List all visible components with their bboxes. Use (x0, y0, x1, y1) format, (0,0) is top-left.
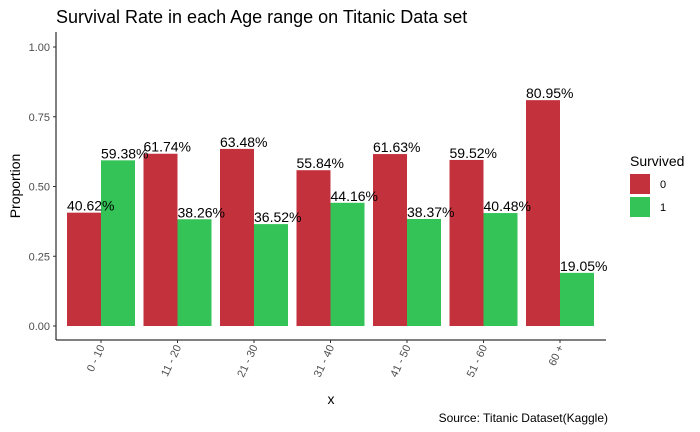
bar-survived-0-2 (143, 153, 178, 326)
bar-label-survived-0-5: 61.63% (373, 139, 420, 155)
bar-label-survived-0-2: 61.74% (144, 139, 191, 155)
chart-title: Survival Rate in each Age range on Titan… (56, 7, 467, 27)
bar-label-survived-0-3: 63.48% (220, 134, 267, 150)
y-tick-label: 0.50 (29, 182, 50, 194)
bar-label-survived-1-5: 38.37% (407, 204, 454, 220)
bar-label-survived-1-1: 59.38% (101, 145, 148, 161)
chart-caption: Source: Titanic Dataset(Kaggle) (439, 411, 608, 425)
bar-survived-1-4 (330, 202, 365, 326)
bar-survived-0-6 (449, 159, 484, 326)
x-axis-ticks: 0 - 10 11 - 20 21 - 30 31 - 40 41 - 50 51 - 6… (85, 340, 567, 379)
bar-label-survived-1-4: 44.16% (331, 188, 378, 204)
bar-label-survived-0-4: 55.84% (297, 155, 344, 171)
y-tick-label: 0.25 (29, 251, 50, 263)
legend-swatch-0 (630, 174, 650, 194)
legend: Survived 01 (630, 153, 684, 217)
bars (67, 100, 594, 326)
y-tick-label: 0.75 (29, 112, 50, 124)
bar-survived-1-6 (483, 213, 518, 326)
x-tick-label: 11 - 20 (159, 343, 184, 378)
plot-area: 40.62% 59.38%61.74% 38.26% 63.48% 36.52% 55.8… (29, 32, 607, 379)
bar-labels: 40.62% 59.38%61.74% 38.26% 63.48% 36.52% 55.8… (67, 85, 607, 274)
bar-survived-1-1 (101, 160, 135, 326)
bar-label-survived-1-7: 19.05% (560, 258, 607, 274)
x-tick-label: 0 - 10 (85, 343, 108, 374)
legend-swatch-1 (630, 197, 650, 217)
bar-survived-1-7 (560, 272, 594, 326)
bar-label-survived-1-3: 36.52% (254, 209, 301, 225)
bar-label-survived-1-6: 40.48% (484, 198, 531, 214)
y-tick-label: 1.00 (29, 42, 50, 54)
x-tick-label: 41 - 50 (388, 343, 413, 379)
x-tick-label: 21 - 30 (235, 343, 260, 379)
x-axis-label: x (328, 391, 335, 407)
bar-survived-1-3 (254, 224, 288, 326)
bar-label-survived-0-6: 59.52% (450, 145, 497, 161)
bar-label-survived-0-1: 40.62% (67, 198, 114, 214)
x-tick-label: 51 - 60 (465, 343, 490, 379)
legend-label-0: 0 (660, 179, 666, 191)
y-axis-ticks: 0.00 0.25 0.50 0.75 1.00 (29, 42, 56, 333)
x-tick-label: 31 - 40 (312, 343, 337, 379)
legend-label-1: 1 (660, 202, 666, 214)
bar-survived-0-4 (296, 170, 331, 326)
bar-survived-1-5 (407, 218, 441, 326)
bar-survived-0-1 (67, 212, 101, 326)
bar-survived-0-5 (373, 154, 407, 326)
bar-label-survived-0-7: 80.95% (526, 85, 573, 101)
bar-survived-0-7 (526, 100, 560, 326)
bar-survived-0-3 (220, 148, 254, 326)
bar-label-survived-1-2: 38.26% (178, 204, 225, 220)
bar-survived-1-2 (177, 219, 212, 326)
legend-items: 01 (630, 174, 666, 217)
y-axis-label: Proportion (7, 154, 23, 219)
y-tick-label: 0.00 (29, 321, 50, 333)
x-tick-label: 60 + (547, 343, 567, 368)
legend-title: Survived (630, 153, 684, 169)
